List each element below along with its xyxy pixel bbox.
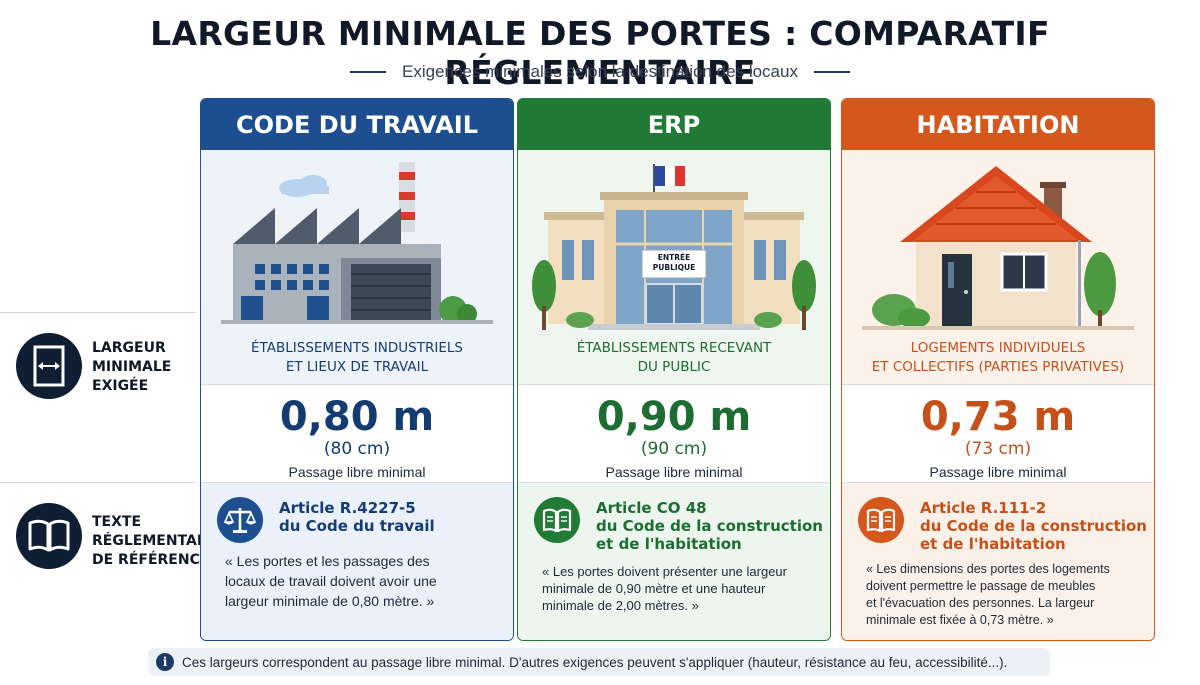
article-title: Article R.4227-5 du Code du travail <box>279 499 435 535</box>
min-width-cm: (80 cm) <box>323 439 391 459</box>
min-width-value: 0,73 m <box>920 394 1076 440</box>
min-width-cm: (73 cm) <box>964 439 1032 459</box>
house-illustration <box>842 150 1154 384</box>
column-header: HABITATION <box>842 99 1154 150</box>
min-width-cell: 0,80 m (80 cm) Passage libre minimal <box>201 384 513 483</box>
subtitle-line-right <box>813 71 850 73</box>
reference-cell: Article R.111-2 du Code de la constructi… <box>842 483 1154 640</box>
column-header: CODE DU TRAVAIL <box>201 99 513 150</box>
entrance-sign: ENTRÉE PUBLIQUE <box>652 253 696 272</box>
reference-cell: Article CO 48 du Code de la construction… <box>518 483 830 640</box>
min-width-value: 0,80 m <box>279 394 435 440</box>
info-icon: i <box>156 653 174 671</box>
column-type: LOGEMENTS INDIVIDUELS ET COLLECTIFS (PAR… <box>871 340 1125 375</box>
article-quote: « Les portes et les passages des locaux … <box>225 553 437 609</box>
door-width-icon <box>16 333 82 399</box>
footer-note-text: Ces largeurs correspondent au passage li… <box>182 654 1008 670</box>
column-header: ERP <box>518 99 830 150</box>
min-width-value: 0,90 m <box>596 394 752 440</box>
subtitle-line-left <box>350 71 387 73</box>
article-quote: « Les portes doivent présenter une large… <box>542 564 787 613</box>
book-icon <box>16 503 82 569</box>
column-erp: ERP <box>517 98 831 641</box>
article-title: Article CO 48 du Code de la construction… <box>596 499 823 553</box>
scales-icon <box>217 497 263 543</box>
article-quote: « Les dimensions des portes des logement… <box>866 562 1110 627</box>
column-type: ÉTABLISSEMENTS RECEVANT DU PUBLIC <box>576 340 772 375</box>
open-book-icon <box>534 497 580 543</box>
side-label-width: LARGEUR MINIMALE EXIGÉE <box>92 340 172 394</box>
reference-cell: Article R.4227-5 du Code du travail « Le… <box>201 483 513 640</box>
page-subtitle: Exigences minimales selon la destination… <box>402 62 798 81</box>
column-type: ÉTABLISSEMENTS INDUSTRIELS ET LIEUX DE T… <box>251 340 463 375</box>
column-code-du-travail: CODE DU TRAVAIL <box>200 98 514 641</box>
subtitle-row: Exigences minimales selon la destination… <box>0 62 1200 82</box>
min-width-cell: 0,90 m (90 cm) Passage libre minimal <box>518 384 830 483</box>
footer-note: i Ces largeurs correspondent au passage … <box>148 648 1050 676</box>
passage-label: Passage libre minimal <box>605 464 743 480</box>
side-label-text: TEXTE RÉGLEMENTAIRE DE RÉFÉRENCE <box>92 514 223 568</box>
min-width-cm: (90 cm) <box>640 439 708 459</box>
passage-label: Passage libre minimal <box>288 464 426 480</box>
article-title: Article R.111-2 du Code de la constructi… <box>920 499 1147 553</box>
side-divider-top <box>0 312 195 313</box>
side-divider-bottom <box>0 482 195 483</box>
passage-label: Passage libre minimal <box>929 464 1067 480</box>
public-building-illustration: ENTRÉE PUBLIQUE <box>518 150 830 384</box>
column-habitation: HABITATION LOGEMENTS INDIVIDUELS ET COLL… <box>841 98 1155 641</box>
page-title: LARGEUR MINIMALE DES PORTES : COMPARATIF… <box>150 14 1050 92</box>
factory-illustration <box>201 150 513 384</box>
open-book-icon <box>858 497 904 543</box>
min-width-cell: 0,73 m (73 cm) Passage libre minimal <box>842 384 1154 483</box>
